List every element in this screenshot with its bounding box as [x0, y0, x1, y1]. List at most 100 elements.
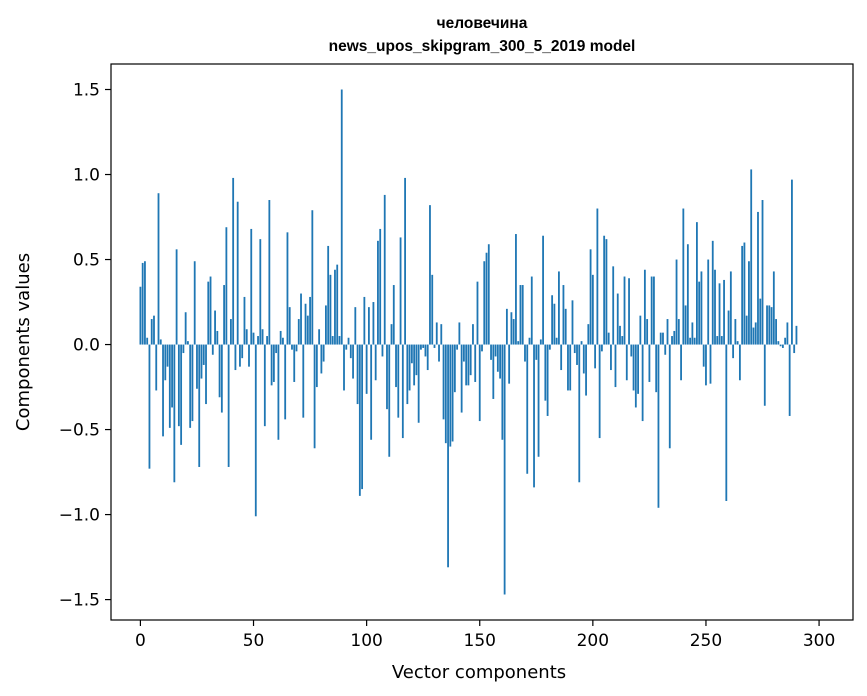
bar-83 — [327, 245, 330, 345]
bar-165 — [512, 319, 515, 345]
bar-111 — [390, 324, 393, 345]
bar-8 — [157, 193, 160, 345]
bar-29 — [205, 344, 207, 405]
bar-236 — [673, 330, 676, 345]
bar-121 — [413, 344, 416, 386]
x-tick-label: 300 — [803, 631, 835, 651]
bar-288 — [791, 179, 793, 345]
bar-163 — [508, 344, 511, 384]
bar-34 — [216, 330, 219, 345]
bar-172 — [528, 337, 531, 345]
x-axis-ticks: 0 50 100 150 200 250 300 — [135, 620, 835, 651]
bar-209 — [612, 266, 615, 345]
bar-161 — [503, 344, 506, 595]
bar-204 — [600, 344, 603, 352]
bar-184 — [555, 337, 558, 345]
bar-283 — [779, 344, 782, 347]
bar-60 — [275, 344, 278, 354]
bar-55 — [263, 344, 266, 427]
bar-289 — [793, 344, 796, 354]
bar-248 — [700, 271, 703, 345]
bar-99 — [363, 296, 366, 345]
bar-284 — [781, 344, 784, 348]
bar-112 — [392, 285, 395, 345]
bar-208 — [610, 344, 612, 371]
bar-203 — [598, 344, 601, 439]
bar-189 — [567, 344, 569, 391]
bar-147 — [472, 324, 474, 345]
bar-92 — [347, 337, 350, 345]
bar-68 — [293, 344, 296, 382]
y-tick-label: −1.5 — [59, 591, 100, 611]
bar-44 — [239, 344, 241, 367]
bar-3 — [146, 337, 149, 345]
bar-110 — [388, 344, 391, 457]
bar-16 — [175, 249, 178, 345]
bar-24 — [193, 261, 196, 345]
bar-175 — [535, 344, 538, 360]
bar-125 — [422, 344, 425, 348]
bar-193 — [576, 344, 578, 365]
bar-216 — [628, 278, 630, 345]
bar-69 — [295, 344, 298, 352]
bar-119 — [408, 344, 411, 391]
bar-214 — [623, 276, 626, 345]
bar-212 — [619, 325, 621, 345]
bar-89 — [340, 89, 343, 345]
bar-0 — [139, 286, 142, 345]
bar-269 — [748, 261, 750, 345]
bar-183 — [553, 303, 556, 345]
bar-48 — [248, 344, 250, 367]
bar-206 — [605, 239, 608, 345]
bar-98 — [361, 344, 364, 490]
bar-243 — [689, 337, 692, 345]
bar-61 — [277, 344, 280, 440]
bar-246 — [696, 222, 698, 345]
bar-169 — [521, 285, 524, 345]
bar-129 — [431, 274, 434, 345]
x-tick-label: 0 — [135, 631, 146, 651]
bar-277 — [766, 305, 768, 345]
bar-88 — [338, 336, 341, 345]
bar-286 — [786, 322, 789, 345]
bar-72 — [302, 344, 305, 418]
bar-93 — [349, 344, 352, 359]
bar-225 — [648, 344, 651, 382]
bar-190 — [569, 344, 572, 391]
bar-54 — [261, 329, 264, 345]
bar-154 — [487, 244, 490, 345]
bar-120 — [410, 344, 413, 364]
bar-82 — [325, 305, 327, 345]
y-tick-label: 1.0 — [73, 166, 100, 186]
bar-270 — [750, 169, 753, 345]
bar-285 — [784, 337, 787, 345]
y-tick-label: 0.5 — [73, 251, 100, 271]
bar-156 — [492, 344, 495, 399]
bar-205 — [603, 235, 606, 345]
bar-287 — [788, 344, 791, 416]
bar-187 — [562, 285, 565, 345]
bar-233 — [666, 319, 669, 345]
bar-91 — [345, 344, 348, 350]
bar-255 — [716, 336, 719, 345]
bar-65 — [286, 232, 289, 345]
bar-265 — [738, 344, 741, 381]
bar-17 — [177, 344, 180, 427]
bar-229 — [657, 344, 660, 508]
bar-139 — [453, 344, 456, 393]
bar-64 — [284, 344, 287, 420]
bar-141 — [458, 322, 461, 345]
bar-103 — [372, 302, 375, 345]
bar-76 — [311, 210, 314, 345]
bar-170 — [524, 344, 526, 362]
bar-73 — [304, 303, 307, 345]
bar-135 — [444, 344, 447, 444]
bar-56 — [266, 336, 268, 345]
bar-100 — [365, 344, 368, 394]
bar-33 — [214, 310, 216, 345]
y-axis-ticks: −1.5 −1.0 −0.5 0.0 0.5 1.0 1.5 — [59, 81, 111, 611]
bar-274 — [759, 298, 762, 345]
bar-22 — [189, 344, 192, 428]
bar-18 — [180, 344, 183, 445]
